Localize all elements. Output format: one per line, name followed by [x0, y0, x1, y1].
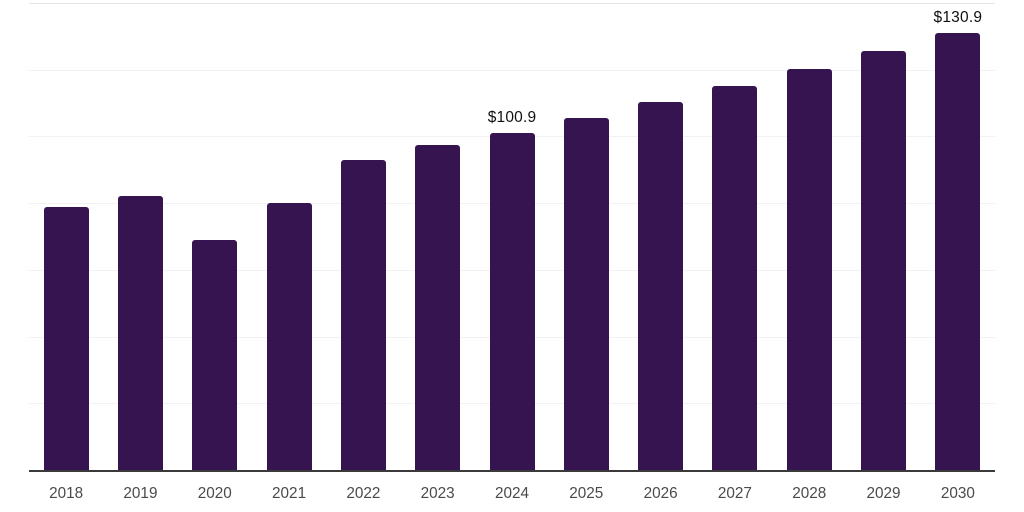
bar	[415, 145, 461, 470]
x-tick-label: 2022	[346, 485, 381, 502]
gridline	[29, 69, 995, 71]
bar	[935, 33, 981, 470]
x-tick-label: 2018	[49, 485, 84, 502]
bar	[563, 118, 609, 470]
x-tick-label: 2019	[123, 485, 158, 502]
x-tick-label: 2020	[197, 485, 232, 502]
x-axis-line	[29, 469, 995, 472]
bar	[712, 86, 758, 470]
x-tick-label: 2026	[643, 485, 678, 502]
bar	[489, 133, 535, 470]
bar-value-label: $100.9	[487, 109, 537, 127]
x-tick-label: 2025	[569, 485, 604, 502]
gridline	[29, 3, 995, 4]
x-tick-label: 2030	[940, 485, 975, 502]
x-tick-label: 2027	[717, 485, 752, 502]
x-tick-label: 2023	[420, 485, 455, 502]
bar	[786, 69, 832, 470]
bar	[340, 159, 386, 470]
x-tick-label: 2028	[792, 485, 827, 502]
x-tick-label: 2029	[866, 485, 901, 502]
bar	[638, 102, 684, 470]
x-tick-label: 2024	[494, 485, 529, 502]
bar	[43, 207, 89, 470]
bar	[266, 203, 312, 470]
bar	[192, 239, 238, 470]
x-tick-label: 2021	[272, 485, 307, 502]
bar	[861, 51, 907, 470]
bar-value-label: $130.9	[933, 9, 983, 27]
bar	[117, 196, 163, 470]
